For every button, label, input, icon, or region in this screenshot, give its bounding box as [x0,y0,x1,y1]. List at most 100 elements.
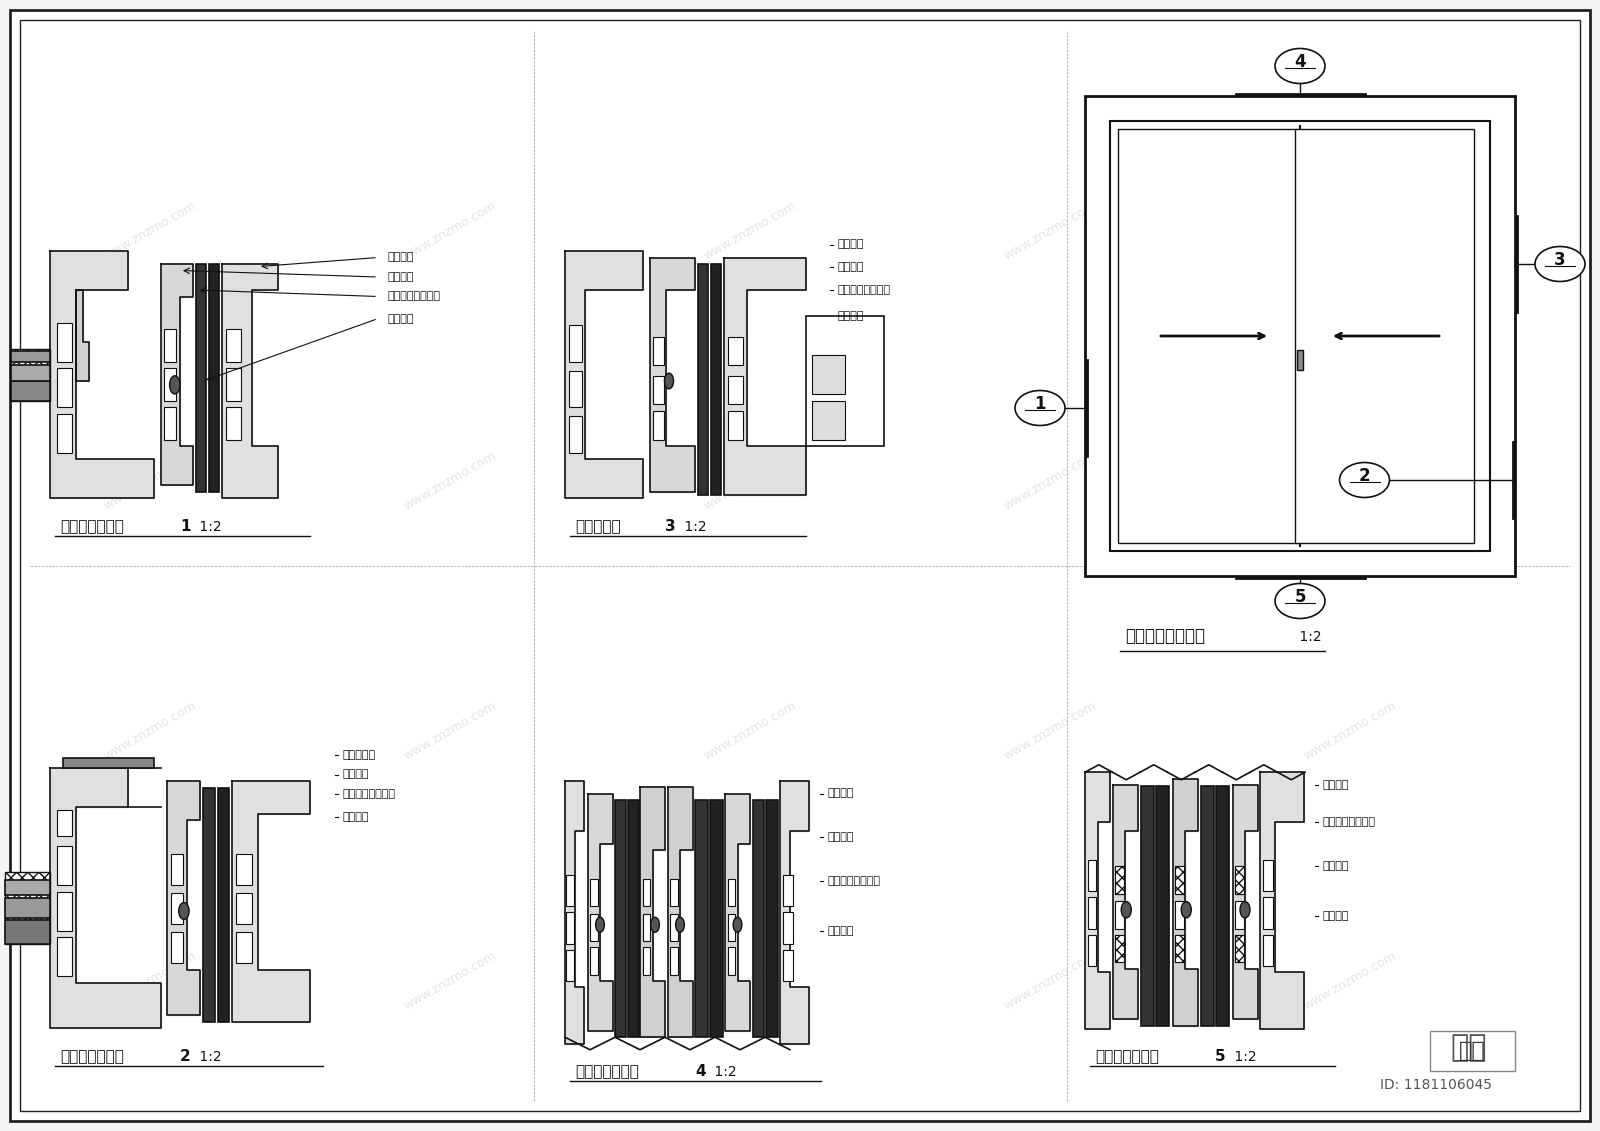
Text: 推拉窗框: 推拉窗框 [827,788,854,798]
Text: www.znzmo.com: www.znzmo.com [1301,199,1398,262]
Text: 中空玻璃: 中空玻璃 [827,926,854,936]
Bar [203,787,214,1021]
Text: www.znzmo.com: www.znzmo.com [701,449,798,512]
Text: 1:2: 1:2 [1230,1050,1256,1064]
Ellipse shape [1122,901,1131,918]
Text: 中空玻璃: 中空玻璃 [387,313,414,323]
Text: 5: 5 [1214,1048,1226,1064]
Bar [766,800,778,1037]
Text: 1:2: 1:2 [1294,630,1322,644]
Bar [171,932,182,962]
Text: www.znzmo.com: www.znzmo.com [1301,449,1398,512]
Bar [5,880,50,896]
Polygon shape [1261,772,1304,1028]
Bar [1157,786,1168,1026]
Bar [56,891,72,931]
Ellipse shape [1534,247,1586,282]
Bar [218,787,229,1021]
Text: 3: 3 [666,519,675,534]
Bar [728,948,734,975]
Text: 塑钢推拉窗详图: 塑钢推拉窗详图 [61,519,123,534]
Text: 推拉窗框: 推拉窗框 [1323,910,1349,921]
Polygon shape [160,264,194,485]
Text: 推拉窗扇: 推拉窗扇 [387,271,414,282]
Ellipse shape [1240,901,1250,918]
Text: ID: 1181106045: ID: 1181106045 [1379,1078,1491,1093]
Text: www.znzmo.com: www.znzmo.com [1002,949,1099,1013]
Text: 推拉窗扇: 推拉窗扇 [1323,861,1349,871]
Bar [653,375,664,405]
Bar [1262,897,1272,929]
Bar [1088,860,1096,891]
Text: 推拉窗框: 推拉窗框 [387,252,414,262]
Text: www.znzmo.com: www.znzmo.com [402,699,499,762]
Bar [1141,786,1154,1026]
Text: 中空玻璃: 中空玻璃 [838,311,864,321]
Bar [11,351,50,362]
Text: 1: 1 [1034,395,1046,413]
Ellipse shape [170,375,179,394]
Ellipse shape [595,917,605,932]
Text: www.znzmo.com: www.znzmo.com [402,949,499,1013]
Text: 知末: 知末 [1450,1033,1486,1062]
Ellipse shape [1181,901,1192,918]
Bar [782,913,792,943]
Ellipse shape [733,917,742,932]
Bar [1088,934,1096,966]
Text: www.znzmo.com: www.znzmo.com [1002,449,1099,512]
Bar [1115,866,1123,893]
Bar [1110,121,1490,551]
Polygon shape [50,251,154,498]
Bar [782,950,792,981]
Bar [1118,129,1298,543]
Text: 推拉窗扇玻璃压线: 推拉窗扇玻璃压线 [827,877,880,886]
Text: www.znzmo.com: www.znzmo.com [101,699,198,762]
Bar [570,325,582,362]
Ellipse shape [651,917,659,932]
Ellipse shape [1275,584,1325,619]
Bar [670,879,677,906]
Bar [1262,934,1272,966]
Polygon shape [565,251,643,498]
Bar [1115,934,1123,962]
Text: 1:2: 1:2 [195,520,222,534]
Text: www.znzmo.com: www.znzmo.com [101,199,198,262]
Text: 推拉窗扇玻璃压线: 推拉窗扇玻璃压线 [387,292,442,302]
Ellipse shape [179,903,189,920]
Polygon shape [1173,778,1197,1026]
Bar [590,948,597,975]
Bar [235,854,251,884]
Bar [56,414,72,452]
Bar [653,337,664,365]
Bar [165,329,176,362]
Bar [226,368,242,400]
Bar [614,800,626,1037]
Text: 推拉窗扇玻璃压线: 推拉窗扇玻璃压线 [1323,818,1376,827]
Bar [1235,866,1243,893]
Bar [782,874,792,906]
Text: 塑钢推拉窗: 塑钢推拉窗 [574,519,621,534]
Bar [56,810,72,836]
Text: www.znzmo.com: www.znzmo.com [402,449,499,512]
Polygon shape [781,782,808,1044]
Text: 塑钢推拉窗详图: 塑钢推拉窗详图 [61,1048,123,1064]
Text: www.znzmo.com: www.znzmo.com [701,699,798,762]
Text: 2: 2 [179,1048,190,1064]
Text: 1:2: 1:2 [680,520,707,534]
Polygon shape [50,768,160,1028]
Bar [1235,934,1243,962]
Text: 推拉窗扇: 推拉窗扇 [342,769,370,779]
Polygon shape [640,787,666,1037]
Bar [813,400,845,440]
Bar [5,898,50,917]
Bar [1235,901,1243,929]
Ellipse shape [1014,390,1066,425]
Bar [643,948,650,975]
Polygon shape [77,290,90,381]
Bar [566,874,574,906]
Bar [1174,866,1184,893]
Bar [1216,786,1229,1026]
Polygon shape [1232,785,1258,1019]
Bar [1174,934,1184,962]
Bar [728,375,742,405]
